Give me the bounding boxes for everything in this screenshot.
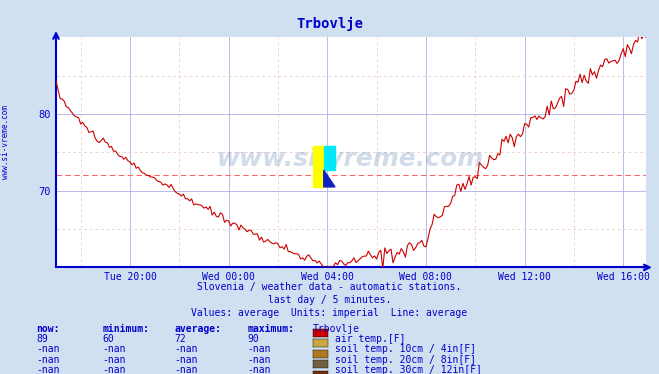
Text: maximum:: maximum: <box>247 324 294 334</box>
Text: air temp.[F]: air temp.[F] <box>335 334 406 344</box>
Text: -nan: -nan <box>247 355 271 365</box>
Bar <box>312 145 324 187</box>
Text: 72: 72 <box>175 334 186 344</box>
Text: minimum:: minimum: <box>102 324 149 334</box>
Text: -nan: -nan <box>36 344 60 355</box>
Text: 90: 90 <box>247 334 259 344</box>
Text: -nan: -nan <box>36 365 60 374</box>
Text: -nan: -nan <box>247 365 271 374</box>
Text: soil temp. 20cm / 8in[F]: soil temp. 20cm / 8in[F] <box>335 355 476 365</box>
Text: average:: average: <box>175 324 221 334</box>
Text: -nan: -nan <box>175 365 198 374</box>
Text: -nan: -nan <box>175 344 198 355</box>
Text: -nan: -nan <box>247 344 271 355</box>
Text: Values: average  Units: imperial  Line: average: Values: average Units: imperial Line: av… <box>191 308 468 318</box>
Text: -nan: -nan <box>175 355 198 365</box>
Text: -nan: -nan <box>102 355 126 365</box>
Text: -nan: -nan <box>102 365 126 374</box>
Text: www.si-vreme.com: www.si-vreme.com <box>1 105 10 179</box>
Text: last day / 5 minutes.: last day / 5 minutes. <box>268 295 391 305</box>
Text: Trbovlje: Trbovlje <box>296 17 363 31</box>
Text: -nan: -nan <box>36 355 60 365</box>
Bar <box>324 145 335 170</box>
Text: Trbovlje: Trbovlje <box>313 324 360 334</box>
Text: soil temp. 10cm / 4in[F]: soil temp. 10cm / 4in[F] <box>335 344 476 355</box>
Text: Slovenia / weather data - automatic stations.: Slovenia / weather data - automatic stat… <box>197 282 462 292</box>
Text: www.si-vreme.com: www.si-vreme.com <box>217 147 484 171</box>
Text: soil temp. 30cm / 12in[F]: soil temp. 30cm / 12in[F] <box>335 365 482 374</box>
Text: 89: 89 <box>36 334 48 344</box>
Text: 60: 60 <box>102 334 114 344</box>
Text: -nan: -nan <box>102 344 126 355</box>
Text: now:: now: <box>36 324 60 334</box>
Polygon shape <box>324 170 335 187</box>
